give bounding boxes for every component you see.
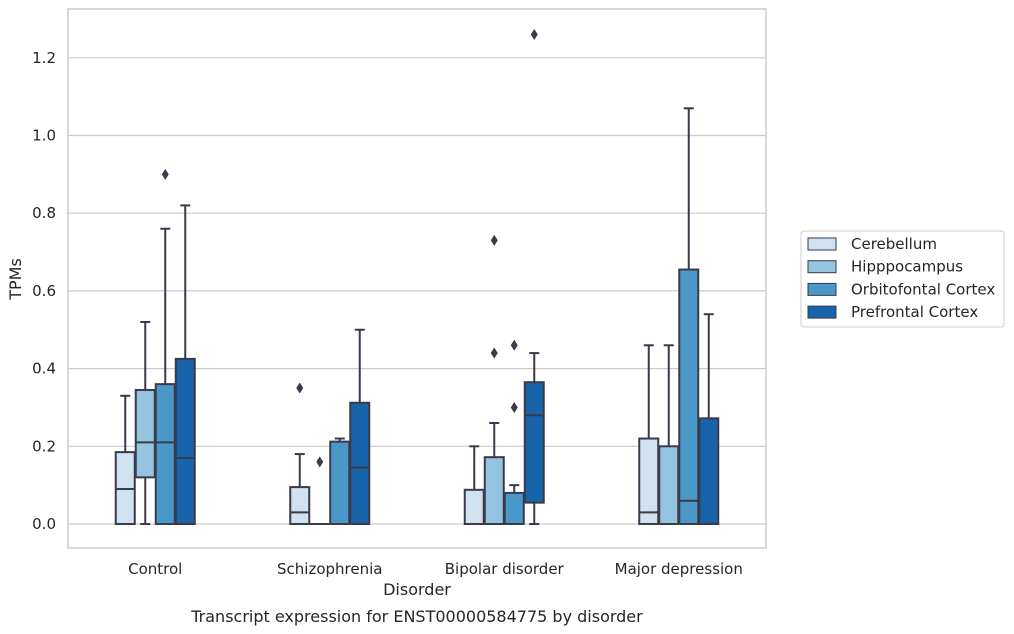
- outlier-point: [296, 382, 304, 394]
- box-iqr: [638, 437, 660, 525]
- outlier-point: [510, 401, 518, 413]
- outlier-point: [530, 28, 538, 40]
- box-iqr: [658, 445, 680, 525]
- y-axis-label: TPMs: [6, 258, 25, 301]
- box-iqr: [329, 440, 351, 525]
- legend-label: Cerebellum: [851, 235, 937, 253]
- legend-label: Orbitofontal Cortex: [851, 280, 995, 298]
- box-iqr: [174, 357, 196, 526]
- x-tick-labels: Control Schizophrenia Bipolar disorder Majo…: [128, 560, 743, 578]
- outlier-point: [490, 347, 498, 359]
- box-hipppocampus: [658, 344, 680, 525]
- box-series: [114, 28, 720, 526]
- y-tick-labels: 0.0 0.2 0.4 0.6 0.8 1.0 1.2: [32, 49, 56, 533]
- legend-label: Hipppocampus: [851, 258, 963, 276]
- box-iqr: [134, 388, 156, 479]
- box-iqr: [349, 401, 371, 525]
- x-tick-label: Schizophrenia: [277, 560, 382, 578]
- box-iqr: [463, 488, 485, 526]
- box-hipppocampus: [483, 234, 505, 526]
- legend-frame: [800, 230, 1005, 328]
- box-iqr: [523, 381, 545, 504]
- box-iqr: [678, 268, 700, 525]
- box-orbitofontal-cortex: [503, 339, 525, 526]
- y-tick-label: 1.2: [32, 49, 56, 67]
- y-tick-label: 0.4: [32, 360, 56, 378]
- x-tick-label: Major depression: [615, 560, 743, 578]
- legend-swatch: [807, 282, 837, 296]
- box-orbitofontal-cortex: [154, 168, 176, 526]
- box-orbitofontal-cortex: [329, 437, 351, 525]
- outlier-point: [510, 339, 518, 351]
- outlier-point: [161, 168, 169, 180]
- legend-label: Prefrontal Cortex: [851, 303, 978, 321]
- plot-frame: [67, 8, 767, 549]
- legend-swatch: [807, 305, 837, 319]
- legend-swatch: [807, 260, 837, 274]
- box-prefrontal-cortex: [349, 328, 371, 525]
- y-tick-label: 0.0: [32, 515, 56, 533]
- box-prefrontal-cortex: [698, 313, 720, 525]
- chart-caption: Transcript expression for ENST0000058477…: [190, 607, 643, 626]
- y-tick-label: 1.0: [32, 127, 56, 145]
- outlier-point: [316, 456, 324, 468]
- y-tick-label: 0.2: [32, 437, 56, 455]
- x-axis-label: Disorder: [383, 580, 451, 599]
- outlier-point: [490, 234, 498, 246]
- y-tick-label: 0.6: [32, 282, 56, 300]
- legend: Cerebellum Hipppocampus Orbitofontal Corte…: [800, 230, 1005, 328]
- box-iqr: [289, 486, 311, 525]
- box-prefrontal-cortex: [174, 204, 196, 526]
- box-iqr: [154, 383, 176, 526]
- box-cerebellum: [114, 394, 136, 525]
- box-prefrontal-cortex: [523, 28, 545, 525]
- box-iqr: [503, 491, 525, 526]
- x-tick-label: Bipolar disorder: [445, 560, 565, 578]
- y-tick-label: 0.8: [32, 204, 56, 222]
- box-iqr: [698, 417, 720, 525]
- x-tick-label: Control: [128, 560, 182, 578]
- legend-swatch: [807, 237, 837, 251]
- box-cerebellum: [463, 445, 485, 526]
- box-iqr: [483, 456, 505, 526]
- box-orbitofontal-cortex: [678, 107, 700, 525]
- box-cerebellum: [289, 382, 311, 525]
